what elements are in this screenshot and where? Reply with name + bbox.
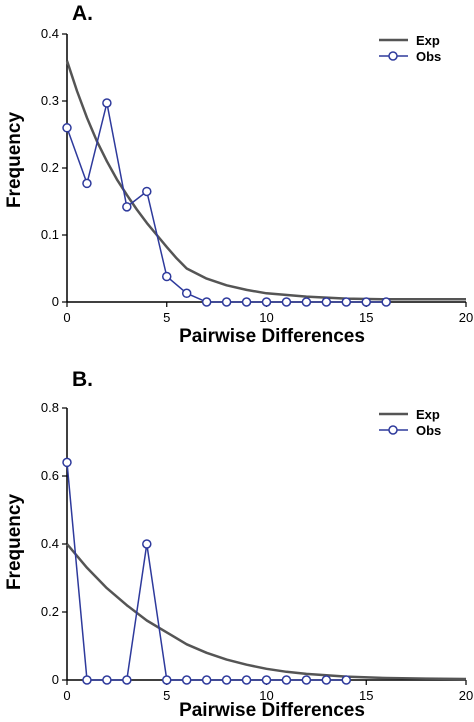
x-axis-title: Pairwise Differences <box>179 700 365 721</box>
x-tick-label: 15 <box>359 310 373 325</box>
obs-point <box>301 297 312 307</box>
legend: Exp Obs <box>379 33 441 64</box>
y-tick-label: 0.8 <box>41 400 59 415</box>
obs-point <box>122 675 132 685</box>
obs-point <box>221 297 232 307</box>
series-exp-line <box>66 543 467 681</box>
legend-exp-label: Exp <box>416 407 440 422</box>
panel-label: B. <box>72 368 93 391</box>
y-axis-title: Frequency <box>4 494 25 591</box>
y-tick-label: 0.4 <box>41 26 59 41</box>
obs-point <box>102 98 112 108</box>
obs-point <box>162 675 172 685</box>
legend-obs-marker-icon <box>388 51 398 61</box>
obs-point <box>281 675 292 685</box>
x-axis-title: Pairwise Differences <box>179 326 365 347</box>
x-tick-label: 5 <box>163 310 170 325</box>
chart-panel-a: A. Frequency Pairwise Differences Exp Ob… <box>4 2 473 347</box>
obs-point <box>261 675 272 685</box>
x-tick-label: 15 <box>359 688 373 703</box>
x-tick-label: 20 <box>459 310 473 325</box>
obs-point <box>201 675 212 685</box>
obs-point <box>341 297 352 307</box>
obs-point <box>221 675 232 685</box>
obs-point <box>181 675 192 685</box>
legend-obs-label: Obs <box>416 49 441 64</box>
obs-point <box>142 186 152 197</box>
series-exp-line <box>65 60 466 301</box>
legend: Exp Obs <box>379 407 441 438</box>
obs-point <box>122 202 132 212</box>
x-tick-label: 10 <box>259 310 273 325</box>
obs-point <box>241 297 252 307</box>
obs-point <box>102 675 112 685</box>
y-tick-label: 0.1 <box>41 227 59 242</box>
legend-obs-label: Obs <box>416 423 441 438</box>
y-tick-label: 0.2 <box>41 604 59 619</box>
x-tick-label: 20 <box>459 688 473 703</box>
chart-panel-b: B. Frequency Pairwise Differences Exp Ob… <box>4 368 473 721</box>
y-tick-label: 0.6 <box>41 468 59 483</box>
obs-point <box>62 123 72 133</box>
y-tick-label: 0 <box>52 672 59 687</box>
obs-point <box>162 271 172 282</box>
obs-point <box>321 297 332 307</box>
obs-point <box>361 297 371 307</box>
obs-point <box>381 297 391 307</box>
obs-point <box>82 675 92 685</box>
obs-point <box>301 675 312 685</box>
legend-obs-marker-icon <box>388 425 398 435</box>
obs-point <box>82 178 92 189</box>
x-tick-label: 10 <box>259 688 273 703</box>
series-obs-line <box>66 102 387 303</box>
obs-point <box>341 675 352 685</box>
obs-point <box>142 539 152 549</box>
obs-point <box>261 297 272 307</box>
y-tick-label: 0 <box>52 294 59 309</box>
y-tick-label: 0.4 <box>41 536 59 551</box>
series-obs-line <box>66 462 347 681</box>
x-tick-label: 0 <box>63 310 70 325</box>
obs-point <box>201 297 212 307</box>
legend-exp-label: Exp <box>416 33 440 48</box>
y-axis-title: Frequency <box>4 112 25 209</box>
obs-point <box>62 457 72 468</box>
obs-point <box>281 297 292 307</box>
y-tick-label: 0.2 <box>41 160 59 175</box>
panel-label: A. <box>72 2 93 25</box>
obs-point <box>181 288 192 299</box>
x-tick-label: 5 <box>163 688 170 703</box>
x-tick-label: 0 <box>63 688 70 703</box>
obs-point <box>241 675 252 685</box>
obs-point <box>321 675 332 685</box>
y-tick-label: 0.3 <box>41 93 59 108</box>
